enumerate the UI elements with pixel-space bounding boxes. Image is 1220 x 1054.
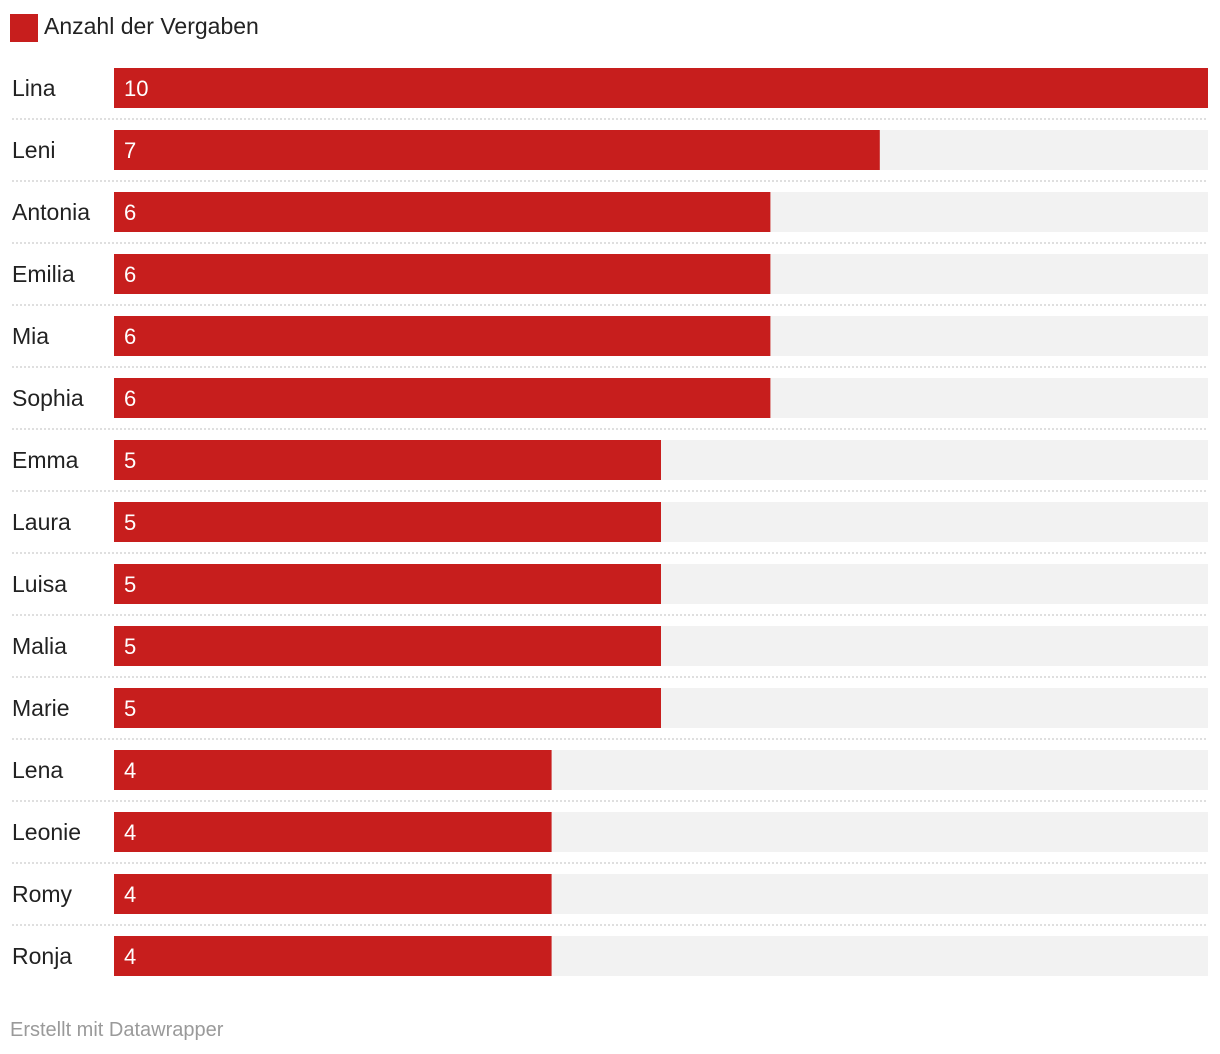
category-label: Leonie: [12, 819, 81, 845]
category-label: Romy: [12, 881, 73, 907]
value-label: 5: [124, 634, 136, 659]
value-label: 5: [124, 696, 136, 721]
value-label: 5: [124, 448, 136, 473]
bar: [114, 936, 552, 976]
value-label: 4: [124, 820, 136, 845]
bar-row: Luisa 5: [12, 564, 1208, 616]
bar-row: Mia 6: [12, 316, 1208, 368]
bar-row: Lena 4: [12, 750, 1208, 802]
value-label: 6: [124, 262, 136, 287]
bar-row: Laura 5: [12, 502, 1208, 554]
category-label: Lina: [12, 75, 56, 101]
bar: [114, 812, 552, 852]
bar: [114, 440, 661, 480]
bar: [114, 378, 771, 418]
bar-row: Ronja 4: [12, 936, 1208, 976]
category-label: Lena: [12, 757, 63, 783]
bar: [114, 750, 552, 790]
bar-row: Malia 5: [12, 626, 1208, 678]
legend-swatch: [10, 14, 38, 42]
category-label: Luisa: [12, 571, 67, 597]
category-label: Mia: [12, 323, 49, 349]
bar: [114, 68, 1208, 108]
category-label: Marie: [12, 695, 70, 721]
bar-row: Emilia 6: [12, 254, 1208, 306]
bar-row: Romy 4: [12, 874, 1208, 926]
bar: [114, 688, 661, 728]
value-label: 6: [124, 324, 136, 349]
bar: [114, 874, 552, 914]
bar-row: Antonia 6: [12, 192, 1208, 244]
category-label: Sophia: [12, 385, 84, 411]
category-label: Antonia: [12, 199, 90, 225]
bar: [114, 316, 771, 356]
value-label: 4: [124, 882, 136, 907]
bar-row: Emma 5: [12, 440, 1208, 492]
category-label: Malia: [12, 633, 67, 659]
bar-rows: Lina 10 Leni 7 Antonia 6 Emilia 6 Mia 6 Sophia 6 Emm…: [12, 68, 1208, 976]
bar-row: Leni 7: [12, 130, 1208, 182]
bar: [114, 626, 661, 666]
value-label: 5: [124, 572, 136, 597]
value-label: 4: [124, 758, 136, 783]
bar: [114, 130, 880, 170]
legend: Anzahl der Vergaben: [10, 13, 259, 42]
category-label: Leni: [12, 137, 55, 163]
value-label: 7: [124, 138, 136, 163]
bar-row: Sophia 6: [12, 378, 1208, 430]
value-label: 10: [124, 76, 148, 101]
category-label: Ronja: [12, 943, 72, 969]
footer-credit: Erstellt mit Datawrapper: [10, 1019, 224, 1041]
category-label: Emilia: [12, 261, 75, 287]
bar-row: Marie 5: [12, 688, 1208, 740]
value-label: 6: [124, 386, 136, 411]
bar: [114, 564, 661, 604]
value-label: 4: [124, 944, 136, 969]
bar: [114, 502, 661, 542]
category-label: Emma: [12, 447, 79, 473]
bar: [114, 192, 771, 232]
value-label: 6: [124, 200, 136, 225]
value-label: 5: [124, 510, 136, 535]
bar-row: Lina 10: [12, 68, 1208, 120]
category-label: Laura: [12, 509, 71, 535]
legend-label: Anzahl der Vergaben: [44, 13, 259, 39]
bar: [114, 254, 771, 294]
bar-row: Leonie 4: [12, 812, 1208, 864]
